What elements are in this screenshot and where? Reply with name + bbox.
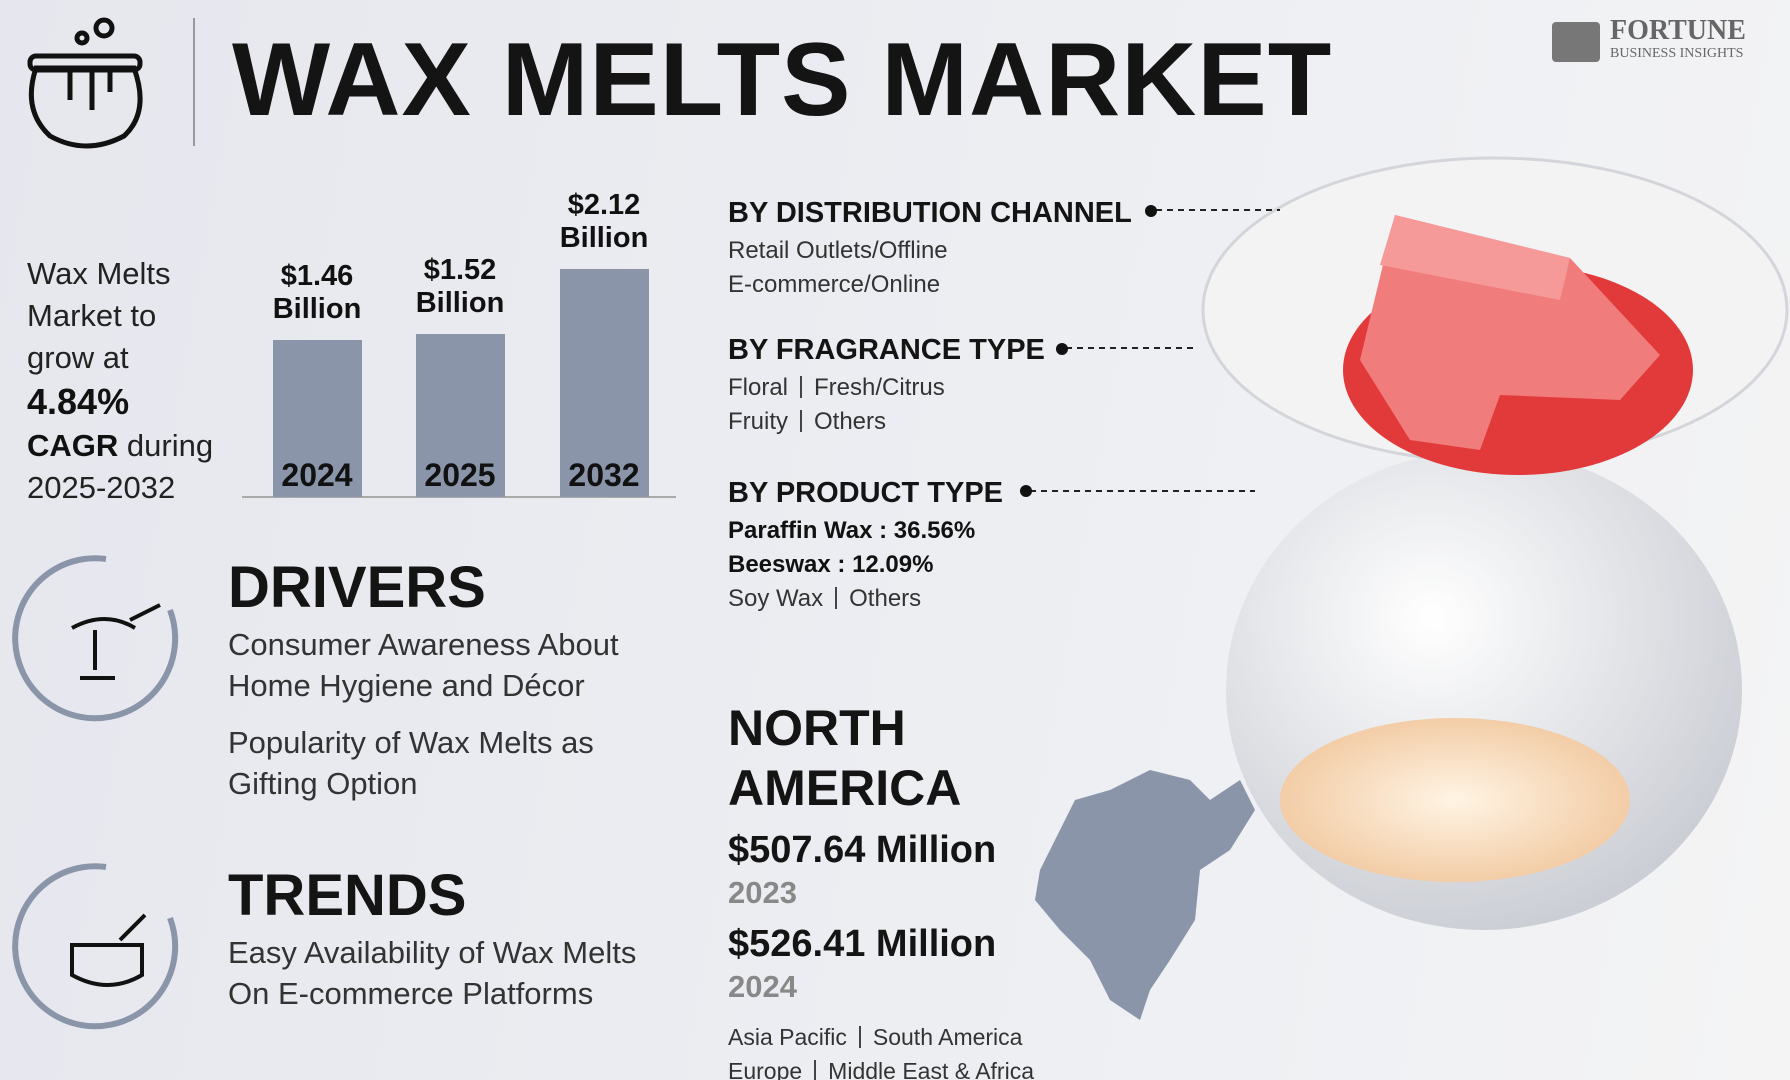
region-value: $526.41 Million	[728, 923, 997, 965]
summary-intro: Wax Melts Market to grow at	[27, 256, 171, 375]
segment: BY FRAGRANCE TYPE Floral Fresh/Citrus Fruit…	[728, 333, 1045, 439]
segment: BY PRODUCT TYPE Paraffin Wax : 36.56% Bees…	[728, 476, 1003, 616]
x-tick-label: 2025	[424, 457, 496, 493]
row-item: E-commerce/Online	[728, 271, 941, 298]
row-item: South America	[872, 1024, 1023, 1050]
row-item: Middle East & Africa	[828, 1058, 1034, 1080]
row-item: Fresh/Citrus	[814, 374, 945, 401]
separator	[858, 1026, 861, 1048]
item-text: Consumer Awareness About Home Hygiene an…	[228, 627, 619, 703]
separator	[835, 587, 838, 609]
logo-name: FORTUNE	[1610, 15, 1746, 46]
separator	[800, 376, 803, 398]
bar-chart: 2024 $1.46 Billion 2025 $1.52 Billion 2032 $2…	[0, 0, 700, 520]
item-text: Popularity of Wax Melts as Gifting Optio…	[228, 725, 594, 801]
north-america-map	[1035, 770, 1255, 1020]
cagr: 4.84%	[27, 381, 130, 422]
x-tick-label: 2024	[281, 457, 353, 493]
period: 2025-2032	[27, 470, 176, 505]
drivers: DRIVERS Consumer Awareness About Home Hy…	[228, 552, 678, 820]
region-year: 2024	[728, 969, 797, 1004]
cagr-line: CAGR during	[27, 425, 222, 467]
pot-icon	[27, 17, 143, 149]
trends: TRENDS Easy Availability of Wax Melts On…	[228, 860, 678, 1030]
segment-title: BY PRODUCT TYPE	[728, 477, 1004, 509]
row-item: Floral	[728, 374, 789, 401]
bar	[272, 339, 362, 497]
leader-dots	[1020, 205, 1157, 497]
row-item: Soy Wax	[728, 585, 824, 612]
row-item: Others	[814, 408, 887, 435]
cagr-label: CAGR	[27, 428, 119, 463]
row: Retail Outlets/Offline	[728, 234, 1132, 268]
row-item: Retail Outlets/Offline	[728, 237, 948, 264]
title: WAX MELTS MARKET	[232, 22, 1333, 138]
value-label: $1.46 Billion	[272, 259, 362, 325]
item-text: Easy Availability of Wax Melts On E-comm…	[228, 935, 637, 1011]
value-label: $1.52 Billion	[415, 253, 505, 319]
row: Floral Fresh/Citrus	[728, 371, 1045, 405]
segment-title: BY FRAGRANCE TYPE	[728, 334, 1045, 366]
row: Soy Wax Others	[728, 582, 1003, 616]
separator	[800, 410, 802, 432]
x-tick-label: 2032	[568, 457, 640, 493]
cagr-suffix: during	[126, 428, 214, 463]
trend-icon	[70, 913, 147, 987]
leaders	[1030, 209, 1280, 492]
row: Europe Middle East & Africa	[728, 1054, 1148, 1080]
trends-title: TRENDS	[228, 863, 467, 928]
logo-tagline: BUSINESS INSIGHTS	[1610, 46, 1744, 61]
region: NORTH AMERICA $507.64 Million 2023 $526.41…	[728, 698, 1148, 1080]
summary: Wax Melts Market to grow at 4.84% CAGR d…	[27, 253, 222, 509]
segment: BY DISTRIBUTION CHANNEL Retail Outlets/Of…	[728, 196, 1132, 302]
region-value: $507.64 Million	[728, 829, 997, 871]
row-item: Others	[849, 585, 922, 612]
segment-highlight: Paraffin Wax : 36.56%	[728, 517, 976, 544]
value-label: $2.12 Billion	[559, 189, 649, 254]
logo: FORTUNE BUSINESS INSIGHTS	[1552, 16, 1777, 62]
icon-rings	[12, 555, 179, 1030]
bar	[415, 333, 505, 497]
row-item: Europe	[728, 1058, 803, 1080]
region-year: 2023	[728, 875, 797, 910]
bar	[559, 269, 649, 497]
separator	[814, 1060, 817, 1080]
driver-icon	[71, 603, 161, 680]
segment-highlight: Beeswax : 12.09%	[728, 551, 934, 578]
row: Fruity Others	[728, 405, 1045, 439]
logo-mark	[1552, 22, 1600, 62]
row: Asia Pacific South America	[728, 1020, 1148, 1054]
drivers-title: DRIVERS	[228, 555, 486, 620]
row: E-commerce/Online	[728, 268, 1132, 302]
row-item: Fruity	[728, 408, 788, 435]
row-item: Asia Pacific	[728, 1024, 847, 1050]
region-title: NORTH AMERICA	[728, 700, 962, 816]
segment-title: BY DISTRIBUTION CHANNEL	[728, 197, 1132, 229]
wax-warmer	[1201, 156, 1789, 930]
segments: BY DISTRIBUTION CHANNEL Retail Outlets/Of…	[728, 0, 1208, 620]
